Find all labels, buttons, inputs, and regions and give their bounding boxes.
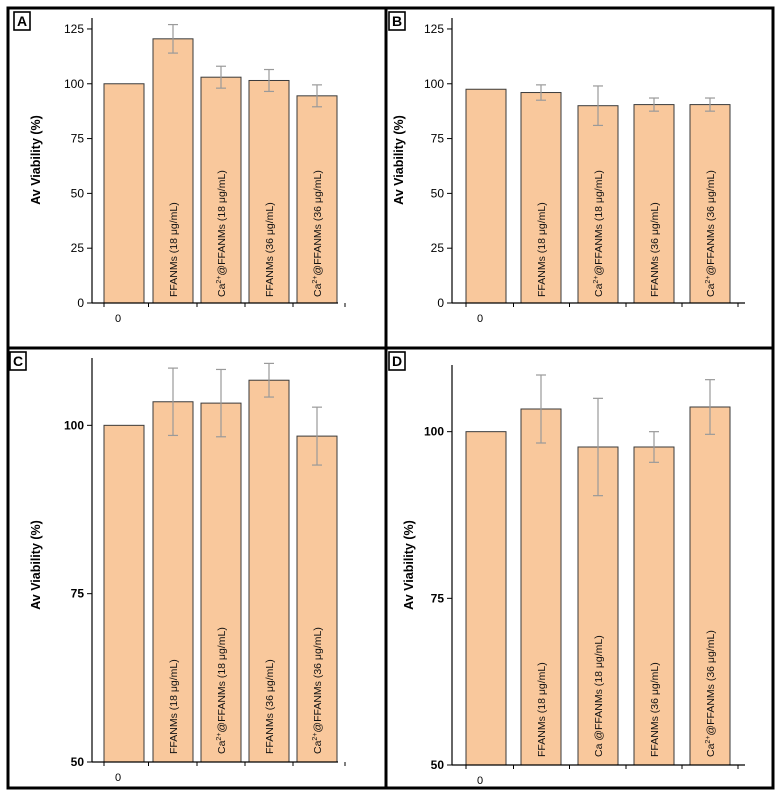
panel-letter: A [17, 13, 27, 29]
error-bar-4 [649, 431, 659, 463]
bar-label-4: FFANMs (36 μg/mL) [264, 202, 276, 297]
chart-panel-a: A FFANMs (18 μg/mL) Ca2+@FFANMs (18 μg/mL)… [13, 11, 346, 325]
bar-label-3: Ca2+@FFANMs (18 μg/mL) [593, 170, 605, 297]
bar-label-4: FFANMs (36 μg/mL) [264, 659, 276, 754]
bar-label-4: FFANMs (36 μg/mL) [649, 662, 661, 757]
chart-panel-d: D FFANMs (18 μg/mL) Ca @FFANMs (18 μg/mL) F… [388, 351, 745, 787]
error-bar-3 [216, 65, 226, 89]
chart-panel-b: B FFANMs (18 μg/mL) Ca2+@FFANMs (18 μg/mL)… [388, 11, 745, 325]
y-axis-label: Av Viability (%) [29, 520, 43, 610]
bar-label-5: Ca2+@FFANMs (36 μg/mL) [312, 627, 324, 754]
bar-label-2: FFANMs (18 μg/mL) [168, 659, 180, 754]
error-bar-2 [168, 367, 178, 437]
error-bar-5 [312, 406, 322, 466]
bar-label-3: Ca @FFANMs (18 μg/mL) [593, 635, 605, 757]
error-bar-5 [705, 379, 715, 435]
bar-label-3: Ca2+@FFANMs (18 μg/mL) [216, 170, 228, 297]
y-tick-label: 100 [424, 77, 444, 91]
panel-letter-box [9, 351, 27, 371]
bar-3 [200, 402, 242, 763]
panel-letter-box [388, 351, 406, 371]
y-tick-label: 50 [71, 755, 85, 769]
error-bar-3 [216, 368, 226, 438]
x-tick-label: 0 [115, 772, 121, 784]
bar-label-5: Ca2+@FFANMs (36 μg/mL) [312, 170, 324, 297]
error-bar-2 [168, 23, 178, 54]
bar-label-2: FFANMs (18 μg/mL) [168, 202, 180, 297]
error-bar-2 [536, 84, 546, 101]
y-tick-label: 75 [71, 132, 85, 146]
bar-4 [633, 104, 675, 304]
y-tick-label: 0 [77, 296, 84, 310]
y-tick-label: 0 [437, 296, 444, 310]
y-tick-label: 25 [71, 241, 85, 255]
bar-4 [248, 379, 290, 763]
bar-label-5: Ca2+@FFANMs (36 μg/mL) [705, 170, 717, 297]
panel-letter: D [392, 353, 402, 369]
error-bar-4 [264, 362, 274, 398]
y-tick-label: 125 [424, 22, 444, 36]
chart-panel-c: C FFANMs (18 μg/mL) Ca2+@FFANMs (18 μg/mL)… [9, 351, 346, 784]
bar-label-2: FFANMs (18 μg/mL) [536, 202, 548, 297]
bar-label-2: FFANMs (18 μg/mL) [536, 662, 548, 757]
bar-2 [152, 401, 194, 763]
error-bar-3 [593, 397, 603, 497]
y-axis-label: Av Viability (%) [402, 520, 416, 610]
y-tick-label: 100 [64, 77, 84, 91]
y-axis-label: Av Viability (%) [29, 115, 43, 205]
y-tick-label: 50 [71, 186, 85, 200]
error-bar-3 [593, 85, 603, 127]
bar-5 [689, 406, 731, 766]
y-tick-label: 75 [71, 587, 85, 601]
bar-1 [103, 424, 145, 763]
y-tick-label: 50 [431, 758, 445, 772]
bar-5 [689, 104, 731, 304]
bar-label-4: FFANMs (36 μg/mL) [649, 202, 661, 297]
y-tick-label: 125 [64, 22, 84, 36]
x-tick-label: 0 [115, 313, 121, 325]
figure-outer-frame [6, 6, 775, 790]
x-tick-label: 0 [477, 313, 483, 325]
bar-5 [296, 95, 338, 304]
bar-label-3: Ca2+@FFANMs (18 μg/mL) [216, 627, 228, 754]
y-tick-label: 75 [431, 132, 445, 146]
y-tick-label: 100 [64, 418, 84, 432]
bar-4 [633, 446, 675, 766]
y-axis-label: Av Viability (%) [392, 115, 406, 205]
error-bar-5 [312, 84, 322, 108]
x-tick-label: 0 [477, 775, 483, 787]
bar-1 [465, 88, 507, 304]
bar-label-5: Ca2+@FFANMs (36 μg/mL) [705, 630, 717, 757]
error-bar-4 [649, 97, 659, 112]
bar-1 [103, 83, 145, 304]
panel-letter-box [388, 11, 406, 31]
panel-letter: B [392, 13, 402, 29]
error-bar-2 [536, 374, 546, 444]
y-tick-label: 50 [431, 186, 445, 200]
bar-1 [465, 431, 507, 766]
y-tick-label: 100 [424, 425, 444, 439]
panel-letter-box [13, 11, 31, 31]
y-tick-label: 75 [431, 591, 445, 605]
error-bar-4 [264, 68, 274, 93]
panel-letter: C [13, 353, 23, 369]
error-bar-5 [705, 97, 715, 112]
y-tick-label: 25 [431, 241, 445, 255]
